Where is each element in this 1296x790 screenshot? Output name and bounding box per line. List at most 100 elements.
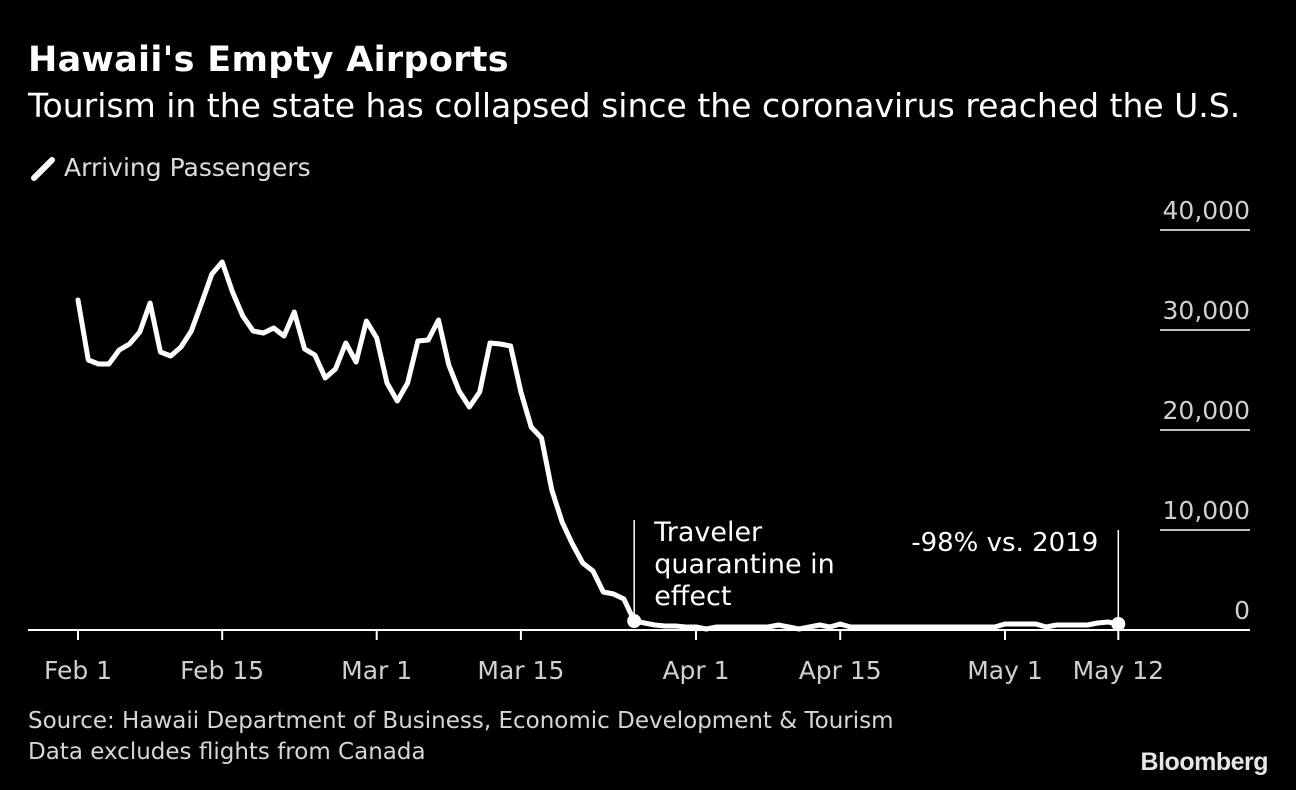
- data-point: [263, 333, 264, 334]
- data-point: [1005, 624, 1006, 625]
- data-point: [1046, 627, 1047, 628]
- data-point: [531, 427, 532, 428]
- data-point: [623, 599, 624, 600]
- data-point: [644, 623, 645, 624]
- data-point: [829, 627, 830, 628]
- x-tick-label: May 1: [967, 656, 1043, 685]
- data-point: [603, 592, 604, 593]
- data-point: [871, 627, 872, 628]
- data-point: [294, 312, 295, 313]
- data-point: [160, 352, 161, 353]
- y-tick-label: 20,000: [1163, 396, 1250, 425]
- data-point: [912, 627, 913, 628]
- data-point: [129, 344, 130, 345]
- data-point: [551, 490, 552, 491]
- data-point: [819, 625, 820, 626]
- y-tick-label: 30,000: [1163, 296, 1250, 325]
- x-tick-label: May 12: [1073, 656, 1164, 685]
- data-point: [994, 627, 995, 628]
- annotation-marker: [627, 614, 642, 628]
- data-point: [984, 627, 985, 628]
- legend-label: Arriving Passengers: [64, 152, 311, 182]
- data-point: [922, 627, 923, 628]
- data-point: [572, 544, 573, 545]
- data-point: [963, 627, 964, 628]
- data-point: [860, 627, 861, 628]
- data-point: [675, 626, 676, 627]
- data-point: [448, 365, 449, 366]
- data-point: [696, 627, 697, 628]
- data-point: [747, 627, 748, 628]
- data-point: [737, 627, 738, 628]
- x-tick-label: Apr 1: [662, 656, 729, 685]
- legend-line-icon: [31, 157, 55, 181]
- data-point: [613, 594, 614, 595]
- source-text: Source: Hawaii Department of Business, E…: [28, 708, 894, 734]
- annotation-quarantine-line: quarantine in: [654, 549, 835, 580]
- data-point: [840, 624, 841, 625]
- data-point: [1097, 623, 1098, 624]
- data-point: [974, 627, 975, 628]
- data-point: [902, 627, 903, 628]
- data-point: [953, 627, 954, 628]
- data-point: [1066, 625, 1067, 626]
- x-tick-label: Feb 15: [180, 656, 264, 685]
- series-line-arriving-passengers: [75, 259, 1121, 632]
- data-point: [314, 355, 315, 356]
- data-point: [1025, 624, 1026, 625]
- data-point: [593, 571, 594, 572]
- x-tick-label: Feb 1: [44, 656, 112, 685]
- legend: Arriving Passengers: [30, 152, 311, 182]
- data-point: [150, 303, 151, 304]
- x-tick-label: Mar 15: [477, 656, 564, 685]
- data-point: [1108, 622, 1109, 623]
- data-point: [397, 401, 398, 402]
- chart-subtitle: Tourism in the state has collapsed since…: [28, 86, 1241, 125]
- data-point: [181, 347, 182, 348]
- data-point: [469, 407, 470, 408]
- data-point: [222, 262, 223, 263]
- annotation-quarantine: Traveler quarantine in effect: [653, 517, 835, 612]
- data-point: [562, 522, 563, 523]
- data-point: [541, 438, 542, 439]
- data-point: [325, 378, 326, 379]
- data-point: [943, 627, 944, 628]
- data-point: [242, 316, 243, 317]
- data-point: [891, 627, 892, 628]
- data-point: [78, 300, 79, 301]
- data-point: [654, 625, 655, 626]
- annotation-pct-change: -98% vs. 2019: [911, 528, 1098, 558]
- data-point: [850, 627, 851, 628]
- data-point: [191, 331, 192, 332]
- data-point: [706, 629, 707, 630]
- data-point: [510, 346, 511, 347]
- data-point: [932, 627, 933, 628]
- chart-title: Hawaii's Empty Airports: [28, 40, 509, 80]
- data-point: [284, 336, 285, 337]
- data-point: [387, 383, 388, 384]
- data-point: [757, 627, 758, 628]
- data-point: [119, 350, 120, 351]
- annotation-quarantine-line: Traveler: [653, 517, 763, 548]
- data-point: [345, 343, 346, 344]
- data-point: [170, 356, 171, 357]
- data-point: [716, 627, 717, 628]
- data-point: [500, 344, 501, 345]
- data-point: [253, 331, 254, 332]
- data-point: [1035, 624, 1036, 625]
- data-point: [1015, 624, 1016, 625]
- x-tick-label: Apr 15: [799, 656, 882, 685]
- annotation-marker: [1111, 617, 1126, 631]
- y-tick-label: 0: [1234, 596, 1250, 625]
- data-point: [98, 364, 99, 365]
- annotation-quarantine-line: effect: [654, 581, 731, 612]
- y-tick-label: 10,000: [1163, 496, 1250, 525]
- data-point: [520, 392, 521, 393]
- data-note: Data excludes flights from Canada: [28, 739, 426, 765]
- data-point: [479, 392, 480, 393]
- data-point: [809, 627, 810, 628]
- source-note: Source: Hawaii Department of Business, E…: [28, 706, 894, 768]
- data-point: [211, 274, 212, 275]
- data-point: [376, 338, 377, 339]
